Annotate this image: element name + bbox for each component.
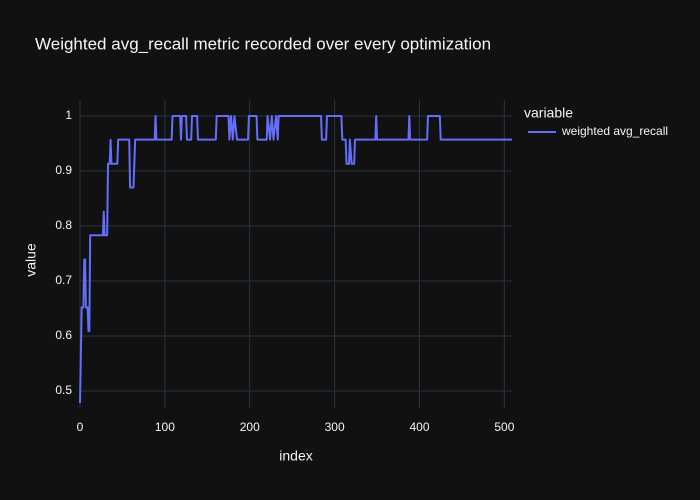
legend-title: variable <box>524 105 573 121</box>
x-tick-label: 0 <box>77 420 84 434</box>
y-tick-label: 0.6 <box>55 328 72 342</box>
y-tick-label: 0.5 <box>55 383 72 397</box>
y-tick-label: 0.7 <box>55 273 72 287</box>
x-tick-label: 300 <box>325 420 345 434</box>
x-tick-label: 500 <box>494 420 514 434</box>
data-line <box>79 114 512 404</box>
x-tick-label: 400 <box>409 420 429 434</box>
y-tick-label: 1 <box>65 108 72 122</box>
legend-label: weighted avg_recall <box>561 124 668 138</box>
x-tick-label: 100 <box>155 420 175 434</box>
x-axis-label: index <box>279 448 312 464</box>
x-tick-label: 200 <box>240 420 260 434</box>
chart-title: Weighted avg_recall metric recorded over… <box>35 34 491 53</box>
y-axis-label: value <box>23 243 39 277</box>
y-tick-label: 0.9 <box>55 163 72 177</box>
y-tick-label: 0.8 <box>55 218 72 232</box>
